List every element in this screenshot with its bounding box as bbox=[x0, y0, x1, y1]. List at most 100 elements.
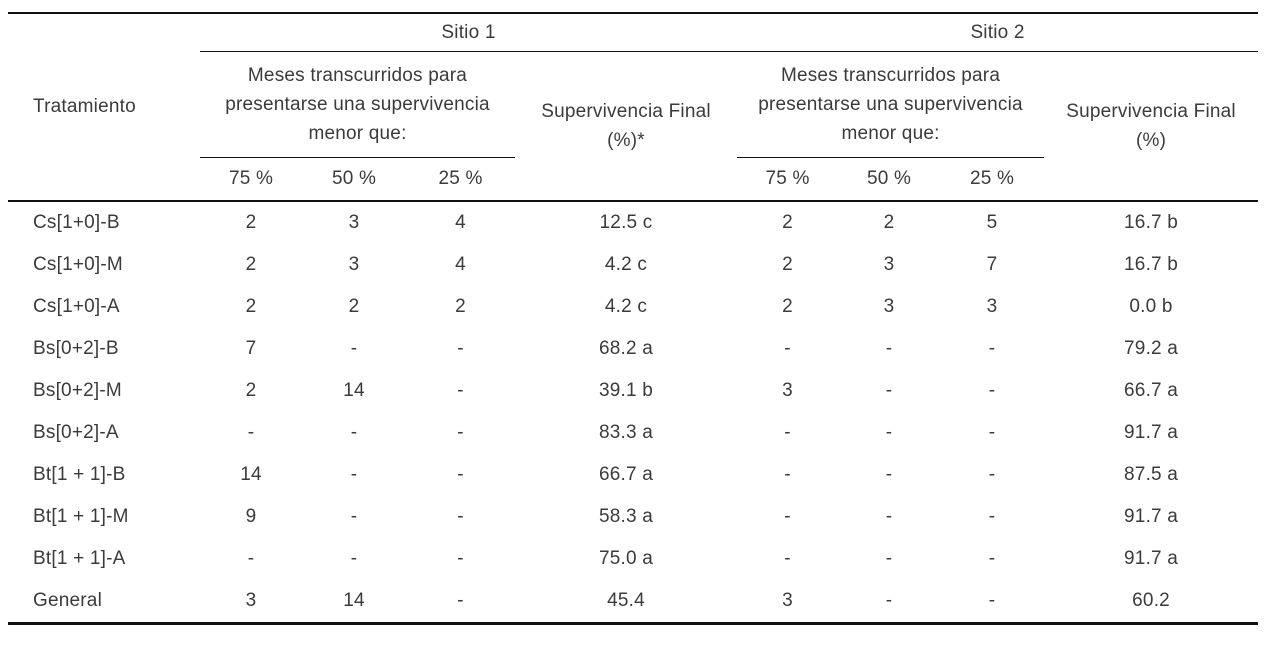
value-cell: - bbox=[885, 590, 893, 611]
value-cell: 3 bbox=[986, 296, 998, 317]
value-cell: 91.7 a bbox=[1124, 506, 1179, 527]
value-cell: - bbox=[885, 338, 893, 359]
value-cell: - bbox=[988, 590, 996, 611]
col-group-sitio2: Sitio 2 bbox=[737, 13, 1259, 52]
col-header-75-sitio2: 75 % bbox=[737, 157, 839, 202]
value-cell: - bbox=[988, 422, 996, 443]
value-cell: 4.2 c bbox=[604, 254, 648, 275]
col-header-tratamiento: Tratamiento bbox=[8, 13, 200, 202]
table-row: Bt[1 + 1]-M 9 - - 58.3 a - - - 91.7 a bbox=[8, 496, 1258, 538]
col-group-sitio1: Sitio 1 bbox=[200, 13, 738, 52]
meses-header-line: menor que: bbox=[841, 123, 940, 144]
value-cell: - bbox=[457, 464, 464, 485]
meses-header-line: menor que: bbox=[308, 123, 407, 144]
col-header-75-sitio1: 75 % bbox=[200, 157, 302, 202]
value-cell: 45.4 bbox=[607, 590, 645, 611]
col-group-meses-sitio2: Meses transcurridos para presentarse una… bbox=[737, 51, 1045, 158]
table-row: Cs[1+0]-B 2 3 4 12.5 c 2 2 5 16.7 b bbox=[8, 201, 1258, 244]
value-cell: 12.5 c bbox=[599, 212, 653, 233]
value-cell: - bbox=[247, 548, 255, 569]
value-cell: 2 bbox=[348, 296, 360, 317]
value-cell: 14 bbox=[343, 590, 365, 611]
value-cell: - bbox=[457, 422, 464, 443]
value-cell: 4 bbox=[455, 212, 466, 233]
value-cell: - bbox=[457, 380, 464, 401]
table-body: Cs[1+0]-B 2 3 4 12.5 c 2 2 5 16.7 b Cs[1+0]-M 2 3 4 4… bbox=[8, 201, 1258, 624]
value-cell: 2 bbox=[782, 254, 793, 275]
treatment-label: Bs[0+2]-M bbox=[33, 380, 122, 401]
value-cell: - bbox=[988, 464, 996, 485]
value-cell: 9 bbox=[245, 506, 257, 527]
header-row-thresholds: 75 % 50 % 25 % 75 % 50 % 25 % bbox=[8, 157, 1258, 202]
value-cell: 7 bbox=[986, 254, 998, 275]
treatment-label: Cs[1+0]-A bbox=[33, 296, 120, 317]
value-cell: 3 bbox=[883, 254, 895, 275]
value-cell: 16.7 b bbox=[1124, 212, 1179, 233]
treatment-label: Cs[1+0]-B bbox=[33, 212, 120, 233]
value-cell: - bbox=[350, 422, 358, 443]
value-cell: 68.2 a bbox=[599, 338, 654, 359]
value-cell: 4.2 c bbox=[604, 296, 648, 317]
supervivencia-header-line: Supervivencia Final bbox=[541, 101, 711, 122]
table-row: Bs[0+2]-B 7 - - 68.2 a - - - 79.2 a bbox=[8, 328, 1258, 370]
table-row: Bt[1 + 1]-B 14 - - 66.7 a - - - 87.5 a bbox=[8, 454, 1258, 496]
value-cell: 2 bbox=[782, 296, 793, 317]
header-row-sites: Tratamiento Sitio 1 Sitio 2 bbox=[8, 13, 1259, 202]
table-row: Bt[1 + 1]-A - - - 75.0 a - - - 91.7 a bbox=[8, 538, 1258, 580]
value-cell: 2 bbox=[455, 296, 466, 317]
table-row: General 3 14 - 45.4 3 - - 60.2 bbox=[8, 580, 1258, 624]
value-cell: - bbox=[988, 338, 996, 359]
value-cell: 83.3 a bbox=[599, 422, 654, 443]
table-row: Bs[0+2]-M 2 14 - 39.1 b 3 - - 66.7 a bbox=[8, 370, 1258, 412]
value-cell: - bbox=[457, 506, 464, 527]
value-cell: - bbox=[885, 506, 893, 527]
value-cell: - bbox=[784, 338, 791, 359]
col-header-50-sitio2: 50 % bbox=[838, 157, 941, 202]
treatment-label: Bs[0+2]-B bbox=[33, 338, 119, 359]
value-cell: 4 bbox=[455, 254, 466, 275]
treatment-label: Bt[1 + 1]-A bbox=[33, 548, 126, 569]
supervivencia-header-line: Supervivencia Final bbox=[1066, 101, 1236, 122]
value-cell: - bbox=[988, 548, 996, 569]
treatment-label: General bbox=[33, 590, 102, 611]
value-cell: 14 bbox=[343, 380, 365, 401]
value-cell: 87.5 a bbox=[1124, 464, 1179, 485]
value-cell: 75.0 a bbox=[599, 548, 654, 569]
table-header: Tratamiento Sitio 1 Sitio 2 Meses transc… bbox=[8, 13, 1259, 202]
value-cell: - bbox=[350, 548, 358, 569]
value-cell: 3 bbox=[245, 590, 257, 611]
col-header-supervivencia-final-sitio2: Supervivencia Final (%) bbox=[1044, 51, 1259, 202]
supervivencia-header-line: (%)* bbox=[607, 130, 645, 151]
value-cell: 3 bbox=[782, 380, 793, 401]
value-cell: 39.1 b bbox=[599, 380, 654, 401]
value-cell: 2 bbox=[245, 212, 257, 233]
value-cell: - bbox=[457, 338, 464, 359]
value-cell: 2 bbox=[245, 254, 257, 275]
value-cell: 66.7 a bbox=[599, 464, 654, 485]
value-cell: 16.7 b bbox=[1124, 254, 1179, 275]
value-cell: - bbox=[885, 380, 893, 401]
value-cell: 2 bbox=[245, 296, 257, 317]
survival-table: Tratamiento Sitio 1 Sitio 2 Meses transc… bbox=[8, 12, 1259, 625]
treatment-label: Bt[1 + 1]-M bbox=[33, 506, 129, 527]
supervivencia-header-line: (%) bbox=[1135, 130, 1167, 151]
table-row: Cs[1+0]-A 2 2 2 4.2 c 2 3 3 0.0 b bbox=[8, 286, 1258, 328]
value-cell: 0.0 b bbox=[1129, 296, 1173, 317]
value-cell: - bbox=[457, 590, 464, 611]
value-cell: - bbox=[885, 548, 893, 569]
value-cell: 66.7 a bbox=[1124, 380, 1179, 401]
col-group-meses-sitio1: Meses transcurridos para presentarse una… bbox=[200, 51, 515, 158]
value-cell: 2 bbox=[245, 380, 257, 401]
table-row: Cs[1+0]-M 2 3 4 4.2 c 2 3 7 16.7 b bbox=[8, 244, 1258, 286]
value-cell: 5 bbox=[986, 212, 998, 233]
header-row-groups: Meses transcurridos para presentarse una… bbox=[8, 51, 1259, 202]
treatment-label: Bs[0+2]-A bbox=[33, 422, 119, 443]
value-cell: 14 bbox=[240, 464, 262, 485]
value-cell: - bbox=[988, 506, 996, 527]
meses-header-line: presentarse una supervivencia bbox=[758, 94, 1023, 115]
value-cell: - bbox=[350, 506, 358, 527]
value-cell: - bbox=[247, 422, 255, 443]
value-cell: - bbox=[784, 506, 791, 527]
value-cell: - bbox=[885, 464, 893, 485]
value-cell: - bbox=[784, 422, 791, 443]
